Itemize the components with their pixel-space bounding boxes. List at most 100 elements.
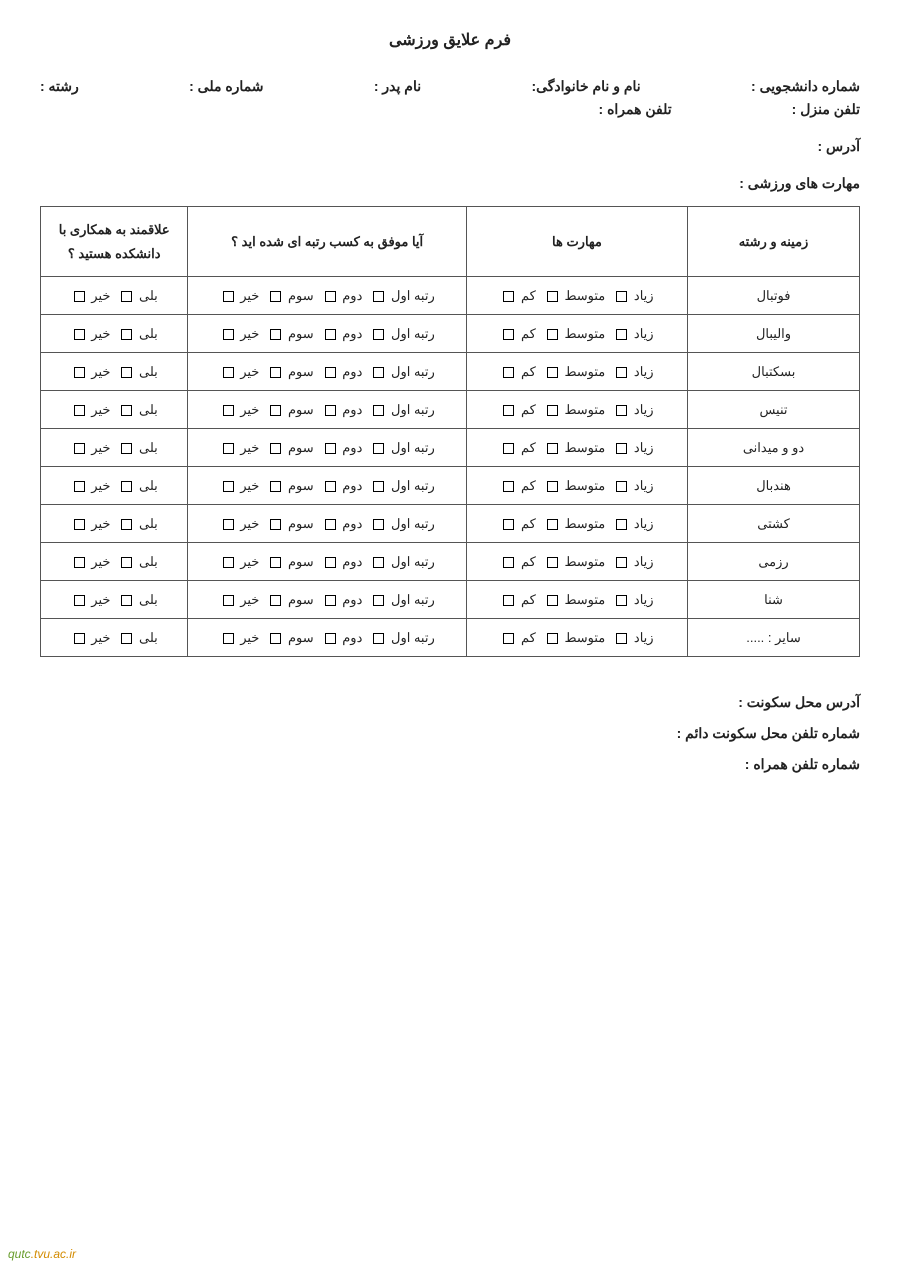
checkbox[interactable] xyxy=(270,291,281,302)
checkbox[interactable] xyxy=(547,633,558,644)
checkbox[interactable] xyxy=(325,595,336,606)
checkbox[interactable] xyxy=(373,291,384,302)
checkbox[interactable] xyxy=(373,405,384,416)
checkbox[interactable] xyxy=(121,443,132,454)
rank-options-option: خیر xyxy=(220,478,260,493)
checkbox[interactable] xyxy=(616,329,627,340)
checkbox[interactable] xyxy=(503,633,514,644)
checkbox[interactable] xyxy=(325,633,336,644)
checkbox[interactable] xyxy=(223,557,234,568)
checkbox[interactable] xyxy=(616,367,627,378)
checkbox[interactable] xyxy=(270,367,281,378)
checkbox[interactable] xyxy=(503,481,514,492)
checkbox[interactable] xyxy=(373,443,384,454)
checkbox[interactable] xyxy=(121,481,132,492)
checkbox[interactable] xyxy=(547,329,558,340)
checkbox[interactable] xyxy=(223,633,234,644)
checkbox[interactable] xyxy=(223,519,234,530)
checkbox[interactable] xyxy=(270,405,281,416)
checkbox[interactable] xyxy=(270,329,281,340)
checkbox[interactable] xyxy=(503,595,514,606)
checkbox[interactable] xyxy=(373,367,384,378)
checkbox[interactable] xyxy=(547,519,558,530)
checkbox[interactable] xyxy=(373,329,384,340)
checkbox[interactable] xyxy=(270,595,281,606)
checkbox[interactable] xyxy=(325,557,336,568)
skill-options-option: متوسط xyxy=(544,402,605,417)
checkbox[interactable] xyxy=(121,405,132,416)
checkbox[interactable] xyxy=(616,291,627,302)
checkbox[interactable] xyxy=(503,557,514,568)
checkbox[interactable] xyxy=(223,329,234,340)
checkbox[interactable] xyxy=(270,519,281,530)
option-label: رتبه اول xyxy=(391,288,435,303)
checkbox[interactable] xyxy=(270,443,281,454)
checkbox[interactable] xyxy=(616,519,627,530)
checkbox[interactable] xyxy=(325,291,336,302)
checkbox[interactable] xyxy=(270,481,281,492)
checkbox[interactable] xyxy=(547,443,558,454)
checkbox[interactable] xyxy=(547,405,558,416)
checkbox[interactable] xyxy=(616,557,627,568)
checkbox[interactable] xyxy=(325,405,336,416)
checkbox[interactable] xyxy=(616,405,627,416)
checkbox[interactable] xyxy=(547,367,558,378)
checkbox[interactable] xyxy=(325,443,336,454)
checkbox[interactable] xyxy=(74,557,85,568)
checkbox[interactable] xyxy=(503,519,514,530)
checkbox[interactable] xyxy=(325,367,336,378)
checkbox[interactable] xyxy=(616,443,627,454)
option-label: کم xyxy=(521,478,536,493)
checkbox[interactable] xyxy=(325,329,336,340)
checkbox[interactable] xyxy=(74,633,85,644)
checkbox[interactable] xyxy=(270,557,281,568)
checkbox[interactable] xyxy=(121,557,132,568)
cell-skills: زیاد متوسط کم xyxy=(466,467,687,505)
checkbox[interactable] xyxy=(547,557,558,568)
checkbox[interactable] xyxy=(121,291,132,302)
option-label: دوم xyxy=(342,478,362,493)
checkbox[interactable] xyxy=(547,595,558,606)
checkbox[interactable] xyxy=(121,329,132,340)
checkbox[interactable] xyxy=(616,595,627,606)
checkbox[interactable] xyxy=(503,405,514,416)
checkbox[interactable] xyxy=(121,633,132,644)
checkbox[interactable] xyxy=(503,291,514,302)
checkbox[interactable] xyxy=(547,481,558,492)
checkbox[interactable] xyxy=(373,557,384,568)
checkbox[interactable] xyxy=(121,595,132,606)
checkbox[interactable] xyxy=(373,595,384,606)
checkbox[interactable] xyxy=(74,367,85,378)
option-label: دوم xyxy=(342,440,362,455)
checkbox[interactable] xyxy=(325,519,336,530)
checkbox[interactable] xyxy=(373,481,384,492)
checkbox[interactable] xyxy=(74,291,85,302)
rank-options-option: خیر xyxy=(220,592,260,607)
checkbox[interactable] xyxy=(223,291,234,302)
checkbox[interactable] xyxy=(373,519,384,530)
checkbox[interactable] xyxy=(223,443,234,454)
checkbox[interactable] xyxy=(503,443,514,454)
checkbox[interactable] xyxy=(223,405,234,416)
checkbox[interactable] xyxy=(74,595,85,606)
checkbox[interactable] xyxy=(270,633,281,644)
checkbox[interactable] xyxy=(503,329,514,340)
checkbox[interactable] xyxy=(74,329,85,340)
option-label: زیاد xyxy=(634,630,654,645)
checkbox[interactable] xyxy=(121,367,132,378)
checkbox[interactable] xyxy=(223,595,234,606)
checkbox[interactable] xyxy=(223,481,234,492)
checkbox[interactable] xyxy=(74,519,85,530)
checkbox[interactable] xyxy=(325,481,336,492)
checkbox[interactable] xyxy=(616,633,627,644)
checkbox[interactable] xyxy=(74,405,85,416)
checkbox[interactable] xyxy=(74,481,85,492)
option-label: سوم xyxy=(288,630,314,645)
checkbox[interactable] xyxy=(616,481,627,492)
checkbox[interactable] xyxy=(503,367,514,378)
checkbox[interactable] xyxy=(223,367,234,378)
checkbox[interactable] xyxy=(121,519,132,530)
checkbox[interactable] xyxy=(373,633,384,644)
checkbox[interactable] xyxy=(74,443,85,454)
checkbox[interactable] xyxy=(547,291,558,302)
